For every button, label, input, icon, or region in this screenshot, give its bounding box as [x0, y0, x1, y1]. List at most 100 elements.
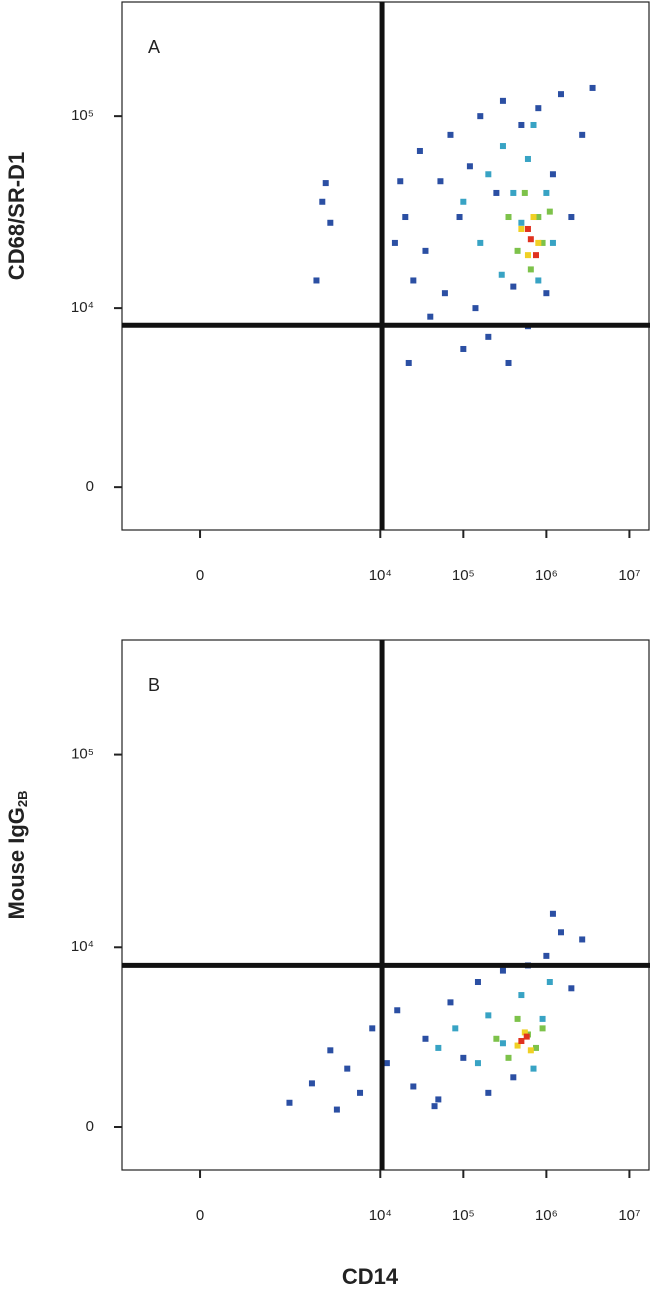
- event-point: [523, 1033, 530, 1040]
- event-point: [485, 171, 492, 178]
- event-point: [518, 121, 525, 128]
- event-point: [422, 247, 429, 254]
- panel-label: B: [148, 675, 160, 695]
- event-point: [505, 359, 512, 366]
- event-point: [391, 239, 398, 246]
- event-point: [568, 214, 575, 221]
- event-point: [530, 121, 537, 128]
- event-point: [589, 84, 596, 91]
- x-tick-label: 10⁴: [369, 567, 392, 584]
- y-axis-title-text: Mouse IgG: [4, 807, 29, 919]
- event-point: [505, 214, 512, 221]
- x-tick-label: 10⁷: [618, 567, 640, 584]
- event-point: [485, 1012, 492, 1019]
- event-point: [532, 1044, 539, 1051]
- event-point: [394, 1007, 401, 1014]
- event-point: [435, 1096, 442, 1103]
- event-point: [498, 271, 505, 278]
- x-tick-label: 0: [196, 567, 204, 584]
- event-point: [535, 105, 542, 112]
- event-point: [546, 979, 553, 986]
- event-point: [427, 313, 434, 320]
- event-point: [539, 239, 546, 246]
- event-point: [557, 929, 564, 936]
- event-point: [535, 239, 542, 246]
- event-point: [539, 1025, 546, 1032]
- event-point: [344, 1065, 351, 1072]
- event-point: [447, 131, 454, 138]
- x-tick-label: 10⁶: [535, 567, 558, 584]
- plot-frame: [121, 1, 650, 531]
- event-point: [369, 1025, 376, 1032]
- x-tick-label: 10⁷: [618, 1207, 640, 1224]
- event-point: [474, 979, 481, 986]
- event-point: [333, 1106, 340, 1113]
- event-point: [505, 1054, 512, 1061]
- y-axis-title: Mouse IgG2B: [4, 790, 31, 919]
- event-point: [410, 277, 417, 284]
- panel-label: A: [148, 37, 160, 57]
- event-point: [485, 1089, 492, 1096]
- event-point: [546, 208, 553, 215]
- y-tick-label: 10⁵: [71, 746, 94, 763]
- event-point: [557, 91, 564, 98]
- event-point: [286, 1099, 293, 1106]
- event-point: [410, 1083, 417, 1090]
- event-point: [514, 247, 521, 254]
- event-point: [510, 189, 517, 196]
- event-point: [327, 1047, 334, 1054]
- event-point: [493, 1035, 500, 1042]
- event-point: [518, 219, 525, 226]
- event-point: [514, 1015, 521, 1022]
- event-point: [499, 143, 506, 150]
- event-point: [441, 290, 448, 297]
- event-point: [499, 967, 506, 974]
- event-point: [460, 198, 467, 205]
- event-point: [397, 178, 404, 185]
- event-point: [518, 225, 525, 232]
- event-point: [510, 283, 517, 290]
- event-point: [521, 189, 528, 196]
- event-point: [514, 1042, 521, 1049]
- event-point: [308, 1080, 315, 1087]
- event-point: [539, 1015, 546, 1022]
- x-tick-label: 10⁵: [452, 1207, 475, 1224]
- event-point: [313, 277, 320, 284]
- event-point: [447, 999, 454, 1006]
- event-point: [543, 290, 550, 297]
- event-point: [518, 992, 525, 999]
- plot-frame: [121, 639, 650, 1171]
- event-point: [435, 1044, 442, 1051]
- event-point: [579, 936, 586, 943]
- y-tick-label: 0: [86, 1118, 94, 1135]
- event-point: [549, 239, 556, 246]
- event-point: [527, 1047, 534, 1054]
- event-point: [579, 131, 586, 138]
- event-point: [402, 214, 409, 221]
- event-point: [524, 225, 531, 232]
- event-point: [568, 985, 575, 992]
- y-axis-title-text: CD68/SR-D1: [4, 152, 29, 280]
- event-point: [452, 1025, 459, 1032]
- event-point: [543, 952, 550, 959]
- event-point: [499, 97, 506, 104]
- event-point: [549, 171, 556, 178]
- event-point: [510, 1074, 517, 1081]
- y-axis-title-subscript: 2B: [15, 790, 30, 807]
- event-point: [327, 219, 334, 226]
- event-point: [322, 180, 329, 187]
- event-point: [549, 910, 556, 917]
- event-point: [527, 236, 534, 243]
- event-point: [416, 147, 423, 154]
- event-point: [524, 155, 531, 162]
- event-point: [543, 189, 550, 196]
- event-point: [499, 1040, 506, 1047]
- x-tick-label: 0: [196, 1207, 204, 1224]
- y-tick-label: 10⁴: [71, 938, 94, 955]
- event-point: [456, 214, 463, 221]
- y-tick-label: 0: [86, 478, 94, 495]
- event-point: [437, 178, 444, 185]
- event-point: [405, 359, 412, 366]
- event-point: [518, 1037, 525, 1044]
- event-point: [530, 1065, 537, 1072]
